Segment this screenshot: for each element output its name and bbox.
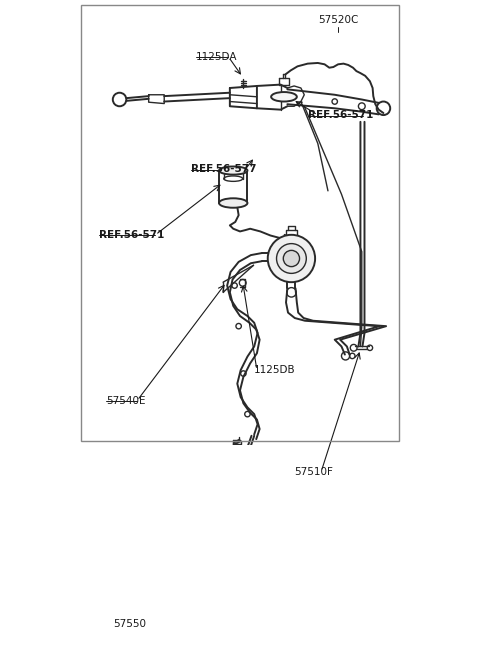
Text: REF.56-577: REF.56-577 [192, 164, 257, 174]
Circle shape [283, 250, 300, 267]
Text: REF.56-571: REF.56-571 [308, 110, 373, 120]
Ellipse shape [219, 166, 248, 175]
Text: 57520C: 57520C [318, 14, 358, 25]
Circle shape [268, 234, 315, 282]
Text: 1125DA: 1125DA [196, 52, 238, 62]
Text: 57510F: 57510F [294, 466, 333, 477]
Text: 57550: 57550 [113, 619, 146, 629]
Ellipse shape [271, 92, 297, 102]
Text: REF.56-571: REF.56-571 [99, 230, 165, 240]
Circle shape [276, 244, 306, 273]
Text: 1125DB: 1125DB [253, 365, 295, 375]
Text: 57540E: 57540E [106, 396, 145, 405]
Ellipse shape [219, 198, 248, 208]
